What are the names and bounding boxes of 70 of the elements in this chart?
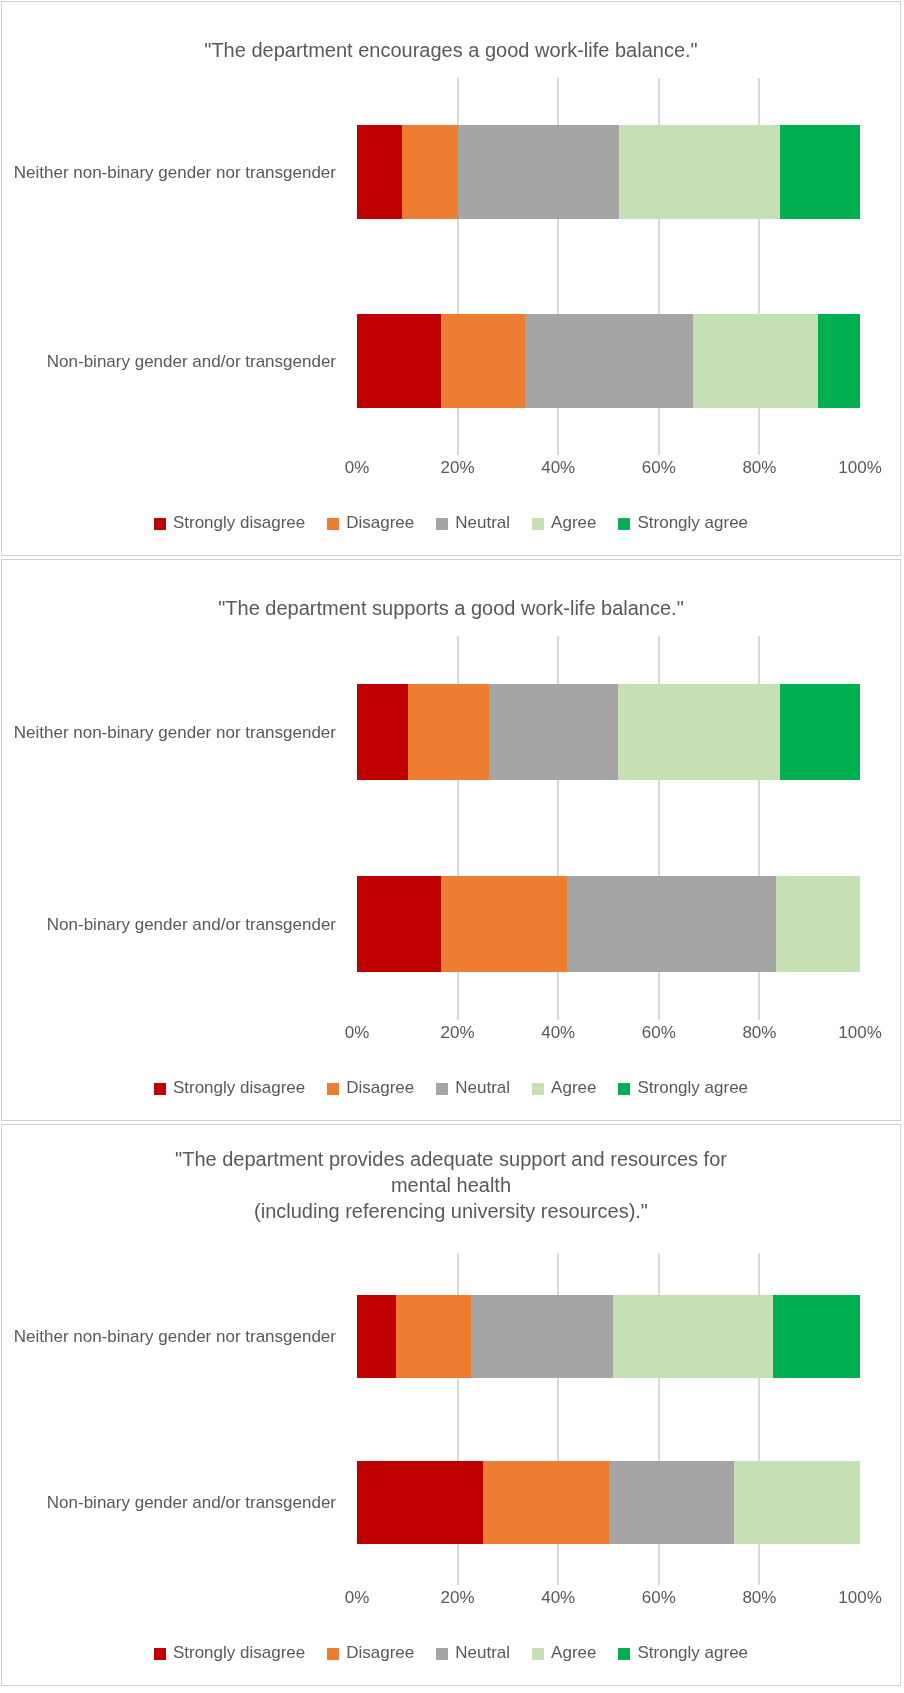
bar [441, 876, 567, 972]
y-tick-label: Neither non-binary gender nor transgender [13, 1326, 337, 1346]
x-tick-label: 100% [838, 1588, 882, 1607]
y-tick-label: Non-binary gender and/or transgender [46, 914, 337, 934]
bar [618, 125, 780, 220]
bar [357, 125, 403, 220]
x-tick-label: 60% [641, 458, 676, 477]
legend-label: Disagree [346, 1643, 415, 1662]
x-tick-label: 40% [541, 1023, 576, 1042]
bar [776, 876, 860, 972]
legend-label: Neutral [455, 513, 511, 532]
x-tick-label: 20% [440, 1588, 475, 1607]
x-tick-label: 0% [344, 458, 370, 477]
bar [408, 684, 489, 780]
bar [457, 125, 619, 220]
x-tick-label: 0% [344, 1023, 370, 1042]
bar [488, 684, 619, 780]
legend-label: Agree [551, 1078, 597, 1097]
bar [608, 1460, 735, 1544]
x-tick-label: 40% [541, 458, 576, 477]
legend-label: Disagree [346, 513, 415, 532]
x-tick-label: 100% [838, 1023, 882, 1042]
x-tick-label: 80% [742, 1023, 777, 1042]
x-tick-label: 100% [838, 458, 882, 477]
legend-label: Agree [551, 1643, 597, 1662]
bar [357, 684, 409, 780]
bar [357, 876, 441, 972]
x-tick-label: 20% [440, 1023, 475, 1042]
bar [441, 313, 525, 408]
x-tick-label: 80% [742, 1588, 777, 1607]
legend-label: Strongly agree [637, 1078, 749, 1097]
bar [618, 684, 780, 780]
legend-label: Agree [551, 513, 597, 532]
bar [525, 313, 693, 408]
x-tick-label: 60% [641, 1023, 676, 1042]
bar [779, 125, 860, 220]
bar [402, 125, 458, 220]
chart-title: "The department supports a good work-life balance." [218, 596, 684, 619]
bar [692, 313, 819, 408]
bar [396, 1294, 471, 1378]
legend-label: Strongly disagree [172, 1078, 306, 1097]
x-tick-label: 60% [641, 1588, 676, 1607]
legend-label: Strongly agree [637, 513, 749, 532]
y-tick-label: Non-binary gender and/or transgender [46, 351, 337, 371]
legend-label: Disagree [346, 1078, 415, 1097]
legend-label: Strongly agree [637, 1643, 749, 1662]
legend-label: Strongly disagree [172, 1643, 306, 1662]
chart-title: "The department provides adequate support and resources for mental health (including referencing university resources)." [175, 1147, 728, 1222]
y-tick-label: Non-binary gender and/or transgender [46, 1492, 337, 1512]
legend-label: Neutral [455, 1643, 511, 1662]
bar [470, 1294, 614, 1378]
x-tick-label: 40% [541, 1588, 576, 1607]
bar [613, 1294, 773, 1378]
y-tick-label: Neither non-binary gender nor transgender [13, 163, 337, 183]
bar [772, 1294, 860, 1378]
chart-title: "The department encourages a good work-life balance." [204, 38, 698, 61]
x-tick-label: 0% [344, 1588, 370, 1607]
bar [357, 1460, 483, 1544]
y-tick-label: Neither non-binary gender nor transgender [13, 722, 337, 742]
bar [779, 684, 860, 780]
x-tick-label: 20% [440, 458, 475, 477]
bar [357, 1294, 397, 1378]
bar [482, 1460, 609, 1544]
legend-label: Strongly disagree [172, 513, 306, 532]
bar [357, 313, 441, 408]
legend-label: Neutral [455, 1078, 511, 1097]
bar [566, 876, 776, 972]
bar [734, 1460, 860, 1544]
x-tick-label: 80% [742, 458, 777, 477]
bar [818, 313, 860, 408]
